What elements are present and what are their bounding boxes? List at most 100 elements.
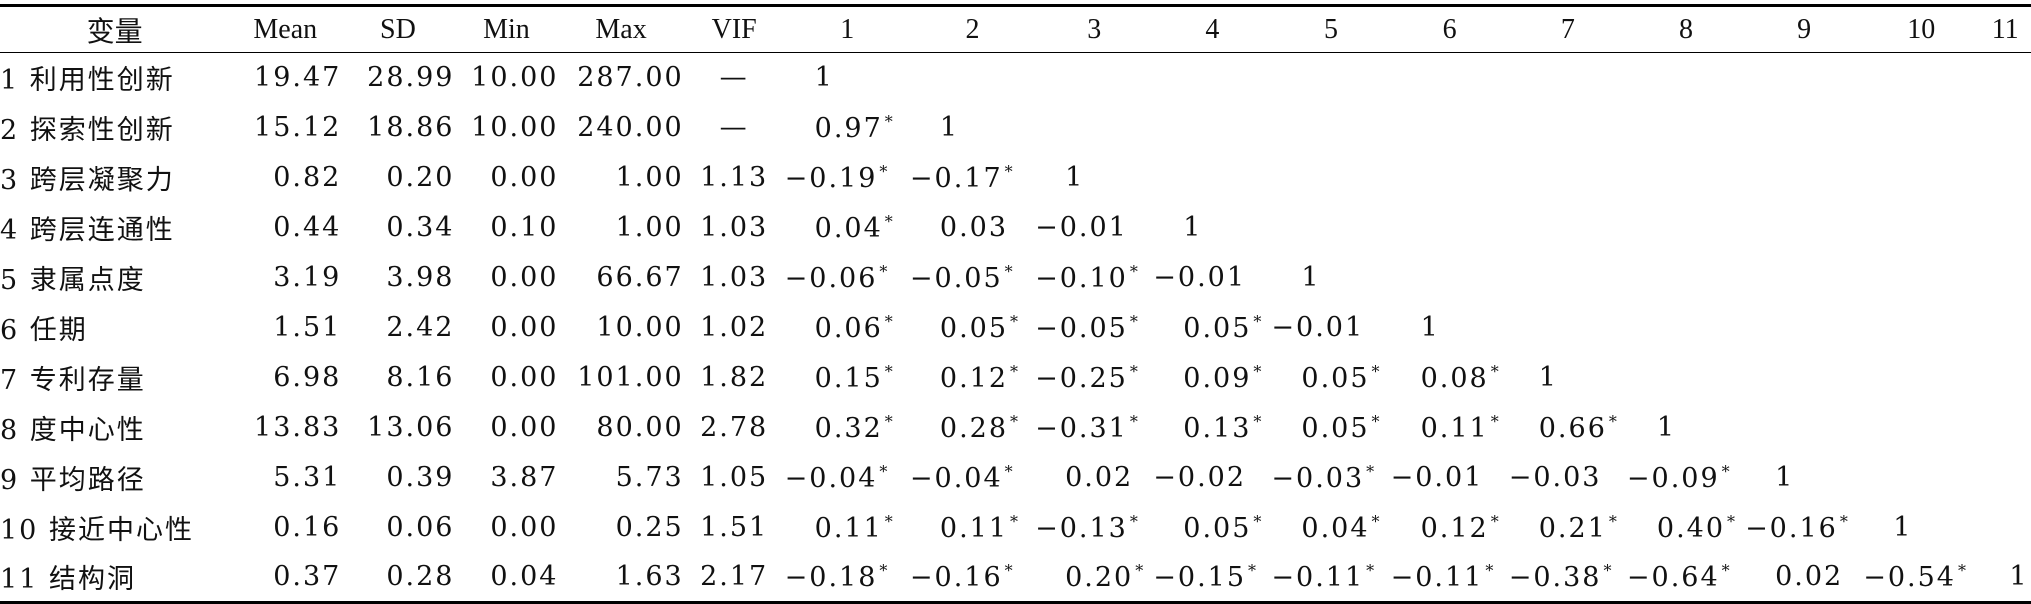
correlation-cell xyxy=(1979,53,2031,103)
correlation-cell: 1 xyxy=(1035,153,1153,203)
variable-name: 3 跨层凝聚力 xyxy=(0,165,175,196)
correlation-value: 0.04 xyxy=(814,212,883,244)
correlation-value: 1 xyxy=(1893,512,1913,543)
correlation-cell: −0.25 * xyxy=(1035,353,1153,403)
sd-cell: 0.34 xyxy=(386,212,455,243)
correlation-cell xyxy=(1627,303,1745,353)
correlation-value: −0.05 xyxy=(1035,312,1128,344)
correlation-value: 0.11 xyxy=(814,512,883,544)
correlation-cell: −0.05 * xyxy=(1035,303,1153,353)
correlation-cell: −0.11 * xyxy=(1390,552,1509,604)
table-row: 9 平均路径 5.31 0.39 3.87 5.73 1.05 −0.04 * −0.04 * 0.… xyxy=(0,453,2031,503)
max-cell: 66.67 xyxy=(596,262,684,293)
correlation-cell: −0.64 * xyxy=(1626,552,1746,604)
significance-star: * xyxy=(1253,361,1262,381)
correlation-value: −0.16 xyxy=(1745,512,1838,544)
vif-cell: — xyxy=(719,112,749,143)
correlation-cell: −0.16 * xyxy=(1745,503,1863,553)
correlation-value: 0.02 xyxy=(1775,561,1844,593)
column-header: 9 xyxy=(1745,4,1864,53)
correlation-cell: 1 xyxy=(1271,253,1390,303)
table-row: 1 利用性创新 19.47 28.99 10.00 287.00 — 1 xyxy=(0,53,2031,103)
correlation-cell xyxy=(1979,203,2031,253)
correlation-value: 0.97 xyxy=(814,112,883,144)
correlation-cell: −0.03 * xyxy=(1271,453,1390,503)
correlation-value: −0.13 xyxy=(1035,512,1128,544)
correlation-value: 0.09 xyxy=(1183,362,1252,394)
correlation-cell: −0.01 xyxy=(1391,453,1509,503)
correlation-cell xyxy=(1391,53,1509,103)
correlation-cell xyxy=(1863,353,1979,403)
significance-star: * xyxy=(1490,361,1499,381)
correlation-cell xyxy=(1509,153,1627,203)
vif-cell: 1.82 xyxy=(700,362,769,393)
min-cell: 0.00 xyxy=(490,262,559,293)
correlation-cell: 0.03 xyxy=(910,203,1035,253)
correlation-cell: 0.09 * xyxy=(1153,353,1271,403)
correlation-value: 0.06 xyxy=(814,312,883,344)
table-row: 3 跨层凝聚力 0.82 0.20 0.00 1.00 1.13 −0.19 * −0.17 * 1 xyxy=(0,153,2031,203)
mean-cell: 0.16 xyxy=(273,512,342,543)
significance-star: * xyxy=(1490,411,1499,431)
vif-cell: 1.03 xyxy=(700,212,769,243)
correlation-value: 0.40 xyxy=(1656,512,1726,544)
correlation-value: −0.04 xyxy=(784,462,878,494)
correlation-cell xyxy=(910,53,1035,103)
correlation-cell: −0.17 * xyxy=(910,153,1035,203)
correlation-table: 变量 Mean SD Min Max VIF 1 2 3 4 5 6 7 8 9 10 11 1 利用性创新 19… xyxy=(0,4,2031,604)
correlation-value: −0.19 xyxy=(784,162,878,194)
column-header: Min xyxy=(454,4,559,53)
correlation-cell: −0.05 * xyxy=(910,253,1035,303)
correlation-value: 0.08 xyxy=(1420,362,1489,394)
correlation-cell: 0.20 * xyxy=(1035,552,1154,604)
correlation-cell xyxy=(1979,503,2031,553)
min-cell: 0.00 xyxy=(490,412,559,443)
correlation-cell: 0.32 * xyxy=(785,403,910,453)
variable-name: 11 结构洞 xyxy=(0,552,230,604)
correlation-cell: −0.38 * xyxy=(1508,552,1627,604)
correlation-cell xyxy=(1271,203,1390,253)
correlation-value: −0.11 xyxy=(1390,561,1484,593)
variable-name: 6 任期 xyxy=(0,315,88,346)
correlation-value: 0.05 xyxy=(1301,362,1370,394)
significance-star: * xyxy=(1129,511,1138,531)
correlation-cell: −0.31 * xyxy=(1035,403,1153,453)
min-cell: 0.00 xyxy=(490,362,559,393)
min-cell: 0.04 xyxy=(454,552,559,604)
column-header: Max xyxy=(558,4,684,53)
correlation-value: 0.11 xyxy=(1420,412,1489,444)
correlation-value: 1 xyxy=(939,112,960,143)
correlation-cell: 0.11 * xyxy=(910,503,1035,553)
correlation-value: −0.03 xyxy=(1508,462,1602,493)
variable-name: 9 平均路径 xyxy=(0,465,146,496)
significance-star: * xyxy=(1957,560,1966,580)
correlation-cell xyxy=(1509,303,1627,353)
correlation-cell xyxy=(1509,103,1627,153)
significance-star: * xyxy=(1371,511,1380,531)
correlation-value: −0.38 xyxy=(1508,561,1602,593)
correlation-cell: −0.16 * xyxy=(909,552,1036,604)
correlation-cell xyxy=(1863,103,1979,153)
correlation-value: −0.09 xyxy=(1626,462,1720,494)
min-cell: 10.00 xyxy=(471,112,559,143)
column-header: 11 xyxy=(1979,4,2031,53)
table-row: 2 探索性创新 15.12 18.86 10.00 240.00 — 0.97 * 1 xyxy=(0,103,2031,153)
correlation-cell: 1 xyxy=(1979,552,2031,604)
correlation-value: −0.03 xyxy=(1271,462,1365,494)
significance-star: * xyxy=(1004,261,1013,281)
significance-star: * xyxy=(1129,361,1138,381)
correlation-cell xyxy=(1745,253,1863,303)
correlation-cell xyxy=(1863,403,1979,453)
correlation-value: 1 xyxy=(1775,462,1795,493)
correlation-value: −0.01 xyxy=(1035,212,1128,243)
table-row: 11 结构洞 0.37 0.28 0.04 1.63 2.17 −0.18 * −0.16 * 0.… xyxy=(0,552,2031,604)
significance-star: * xyxy=(1135,560,1144,580)
correlation-cell xyxy=(1863,153,1979,203)
significance-star: * xyxy=(1253,511,1262,531)
column-header: VIF xyxy=(683,4,785,53)
correlation-cell xyxy=(1863,53,1979,103)
correlation-cell: 0.06 * xyxy=(785,303,910,353)
correlation-cell xyxy=(1153,53,1271,103)
correlation-value: 0.13 xyxy=(1183,412,1252,444)
sd-cell: 0.06 xyxy=(386,512,455,543)
